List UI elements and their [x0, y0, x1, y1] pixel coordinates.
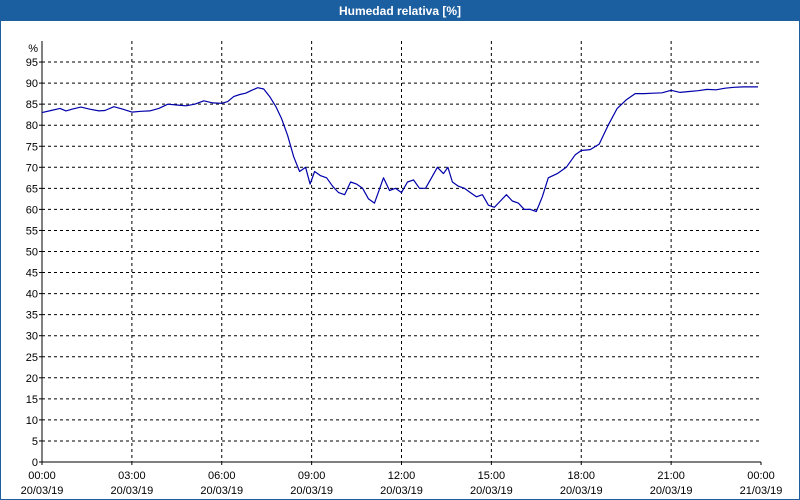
x-tick-date: 20/03/19	[380, 485, 423, 497]
y-tick-label: 65	[26, 183, 38, 195]
y-tick-label: 70	[26, 162, 38, 174]
x-tick-time: 03:00	[118, 470, 146, 482]
x-tick-time: 15:00	[478, 470, 506, 482]
x-tick-date: 21/03/19	[740, 485, 783, 497]
x-tick-date: 20/03/19	[650, 485, 693, 497]
x-tick-time: 09:00	[298, 470, 326, 482]
x-tick-time: 12:00	[388, 470, 416, 482]
y-tick-label: 50	[26, 247, 38, 259]
x-tick-labels: 00:00 20/03/19 03:00 20/03/19 06:00 20/03/19 0…	[21, 470, 783, 497]
y-tick-label: 80	[26, 120, 38, 132]
x-tick-date: 20/03/19	[200, 485, 243, 497]
y-tick-label: 0	[32, 457, 38, 469]
y-tick-label: 85	[26, 99, 38, 111]
grid-lines	[42, 41, 761, 462]
y-tick-labels: 0 5 10 15 20 25 30 35 40 45 50 55 60 65 70 75 80 85 90 95	[26, 57, 38, 469]
y-tick-label: 40	[26, 289, 38, 301]
x-tick-date: 20/03/19	[560, 485, 603, 497]
y-tick-label: 75	[26, 141, 38, 153]
y-tick-label: 60	[26, 204, 38, 216]
y-tick-label: 90	[26, 78, 38, 90]
x-tick-time: 21:00	[657, 470, 685, 482]
y-tick-label: 10	[26, 415, 38, 427]
y-tick-label: 25	[26, 352, 38, 364]
x-tick-time: 00:00	[28, 470, 56, 482]
x-tick-date: 20/03/19	[290, 485, 333, 497]
y-tick-label: 95	[26, 57, 38, 69]
humidity-series-line	[41, 86, 758, 213]
x-tick-date: 20/03/19	[21, 485, 64, 497]
y-tick-label: 45	[26, 268, 38, 280]
humidity-chart: 0 5 10 15 20 25 30 35 40 45 50 55 60 65 70 75 80 85 90 95 0…	[21, 41, 783, 497]
series-layer	[41, 86, 758, 213]
x-tick-time: 06:00	[208, 470, 236, 482]
y-tick-label: 20	[26, 373, 38, 385]
x-tick-time: 00:00	[747, 470, 775, 482]
y-tick-label: 30	[26, 331, 38, 343]
y-tick-label: 15	[26, 394, 38, 406]
x-tick-date: 20/03/19	[110, 485, 153, 497]
x-tick-time: 18:00	[567, 470, 595, 482]
y-tick-label: 5	[32, 436, 38, 448]
y-tick-label: 55	[26, 225, 38, 237]
y-axis-label: %	[28, 43, 38, 55]
y-tick-label: 35	[26, 310, 38, 322]
chart-title: Humedad relativa [%]	[1, 1, 799, 21]
x-tick-date: 20/03/19	[470, 485, 513, 497]
plot-area: 0 5 10 15 20 25 30 35 40 45 50 55 60 65 70 75 80 85 90 95 0…	[1, 21, 799, 499]
axes	[39, 41, 762, 465]
